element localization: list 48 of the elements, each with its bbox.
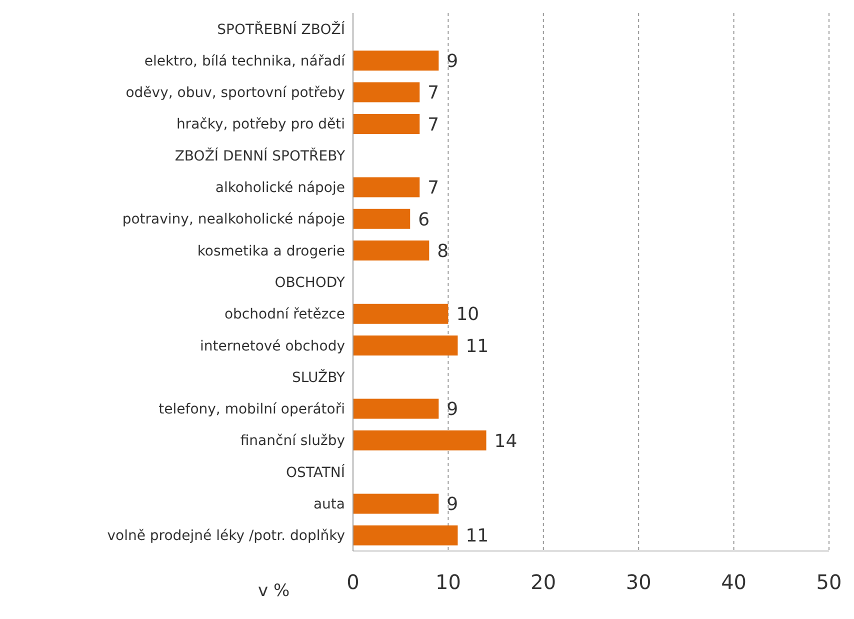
bar: [353, 494, 439, 514]
x-tick-label: 30: [626, 570, 652, 594]
x-tick-label: 10: [435, 570, 461, 594]
y-tick-label: alkoholické nápoje: [215, 180, 345, 196]
bar: [353, 240, 430, 261]
data-label: 9: [446, 494, 458, 516]
x-tick-label: 20: [530, 570, 556, 594]
data-label: 6: [418, 209, 430, 230]
y-tick-label: oděvy, obuv, sportovní potřeby: [126, 85, 345, 102]
bar: [353, 335, 458, 356]
data-label: 11: [466, 336, 489, 357]
y-tick-label: ZBOŽÍ DENNÍ SPOTŘEBY: [174, 147, 346, 164]
y-tick-label: obchodní řetězce: [224, 306, 345, 323]
y-tick-label: auta: [313, 496, 345, 512]
y-tick-label: kosmetika a drogerie: [197, 243, 345, 260]
y-tick-label: OSTATNÍ: [286, 464, 345, 481]
y-tick-label: finanční služby: [240, 433, 345, 450]
x-tick-label: 50: [816, 570, 842, 594]
data-label: 14: [494, 430, 518, 452]
bar: [353, 82, 420, 102]
bar: [353, 525, 458, 546]
y-tick-label: SPOTŘEBNÍ ZBOŽÍ: [217, 20, 345, 38]
bar: [353, 430, 486, 450]
y-tick-label: volně prodejné léky /potr. doplňky: [107, 528, 345, 544]
data-label: 9: [446, 399, 458, 420]
bar: [353, 208, 410, 229]
y-tick-label: OBCHODY: [274, 274, 346, 291]
bar: [353, 50, 439, 71]
y-tick-label: telefony, mobilní operátoři: [158, 402, 345, 418]
data-label: 10: [456, 304, 480, 326]
data-label: 11: [466, 526, 489, 547]
x-axis-title: v %: [258, 581, 290, 601]
bar: [353, 177, 420, 198]
data-label: 7: [428, 82, 440, 104]
bar: [353, 398, 439, 419]
y-tick-label: hračky, potřeby pro děti: [176, 116, 345, 133]
x-tick-label: 0: [346, 570, 360, 594]
x-tick-label: 40: [721, 570, 747, 594]
data-label: 9: [446, 51, 458, 72]
data-label: 7: [428, 114, 440, 136]
y-tick-label: elektro, bílá technika, nářadí: [144, 53, 346, 70]
bar: [353, 304, 448, 324]
data-label: 8: [437, 240, 449, 262]
bar: [353, 114, 420, 134]
data-label: 7: [428, 178, 440, 199]
y-tick-label: potraviny, nealkoholické nápoje: [122, 212, 345, 228]
y-tick-label: SLUŽBY: [292, 368, 346, 386]
y-tick-label: internetové obchody: [200, 338, 345, 354]
